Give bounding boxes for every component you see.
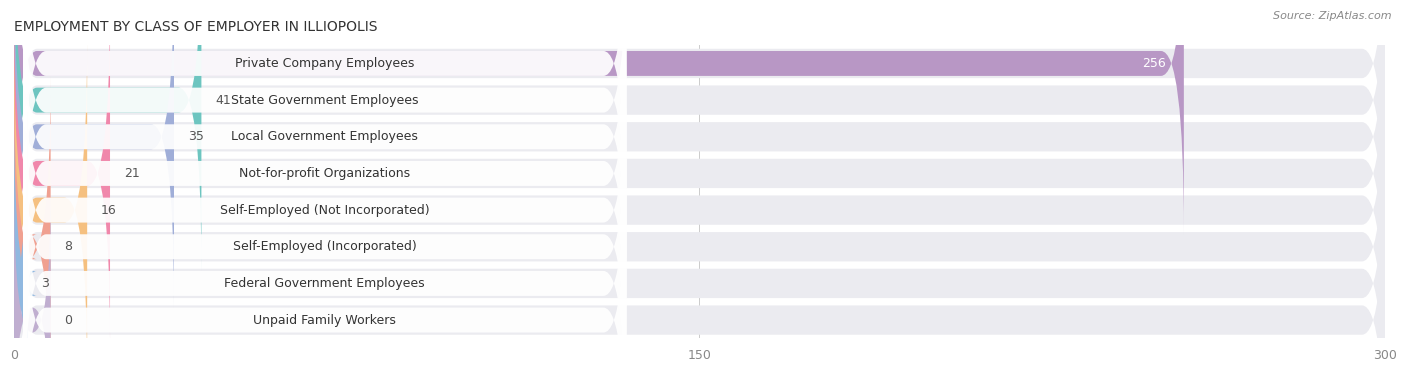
Text: Local Government Employees: Local Government Employees — [232, 130, 418, 143]
Text: Self-Employed (Incorporated): Self-Employed (Incorporated) — [233, 240, 416, 253]
FancyBboxPatch shape — [22, 149, 627, 376]
Text: 21: 21 — [124, 167, 139, 180]
FancyBboxPatch shape — [22, 0, 627, 234]
Text: State Government Employees: State Government Employees — [231, 94, 419, 107]
Text: 41: 41 — [215, 94, 231, 107]
Text: Self-Employed (Not Incorporated): Self-Employed (Not Incorporated) — [219, 203, 430, 217]
Text: Not-for-profit Organizations: Not-for-profit Organizations — [239, 167, 411, 180]
Text: Federal Government Employees: Federal Government Employees — [225, 277, 425, 290]
Text: EMPLOYMENT BY CLASS OF EMPLOYER IN ILLIOPOLIS: EMPLOYMENT BY CLASS OF EMPLOYER IN ILLIO… — [14, 20, 378, 34]
FancyBboxPatch shape — [14, 0, 1385, 269]
FancyBboxPatch shape — [14, 115, 1385, 376]
FancyBboxPatch shape — [22, 112, 627, 376]
FancyBboxPatch shape — [4, 112, 37, 376]
Text: Private Company Employees: Private Company Employees — [235, 57, 415, 70]
FancyBboxPatch shape — [14, 0, 1385, 232]
FancyBboxPatch shape — [22, 0, 627, 308]
Text: 16: 16 — [101, 203, 117, 217]
FancyBboxPatch shape — [14, 3, 110, 344]
Text: 0: 0 — [65, 314, 72, 327]
FancyBboxPatch shape — [14, 5, 1385, 342]
Text: 256: 256 — [1142, 57, 1166, 70]
FancyBboxPatch shape — [14, 76, 51, 376]
FancyBboxPatch shape — [14, 0, 201, 271]
Text: 3: 3 — [42, 277, 49, 290]
FancyBboxPatch shape — [22, 76, 627, 376]
FancyBboxPatch shape — [14, 0, 1385, 305]
Text: 35: 35 — [188, 130, 204, 143]
FancyBboxPatch shape — [14, 78, 1385, 376]
FancyBboxPatch shape — [14, 39, 87, 376]
Text: Source: ZipAtlas.com: Source: ZipAtlas.com — [1274, 11, 1392, 21]
FancyBboxPatch shape — [22, 39, 627, 376]
Text: 8: 8 — [65, 240, 72, 253]
FancyBboxPatch shape — [14, 41, 1385, 376]
FancyBboxPatch shape — [22, 0, 627, 271]
FancyBboxPatch shape — [14, 186, 51, 376]
FancyBboxPatch shape — [14, 0, 174, 308]
Text: Unpaid Family Workers: Unpaid Family Workers — [253, 314, 396, 327]
FancyBboxPatch shape — [14, 0, 1184, 234]
FancyBboxPatch shape — [22, 3, 627, 344]
FancyBboxPatch shape — [14, 152, 1385, 376]
